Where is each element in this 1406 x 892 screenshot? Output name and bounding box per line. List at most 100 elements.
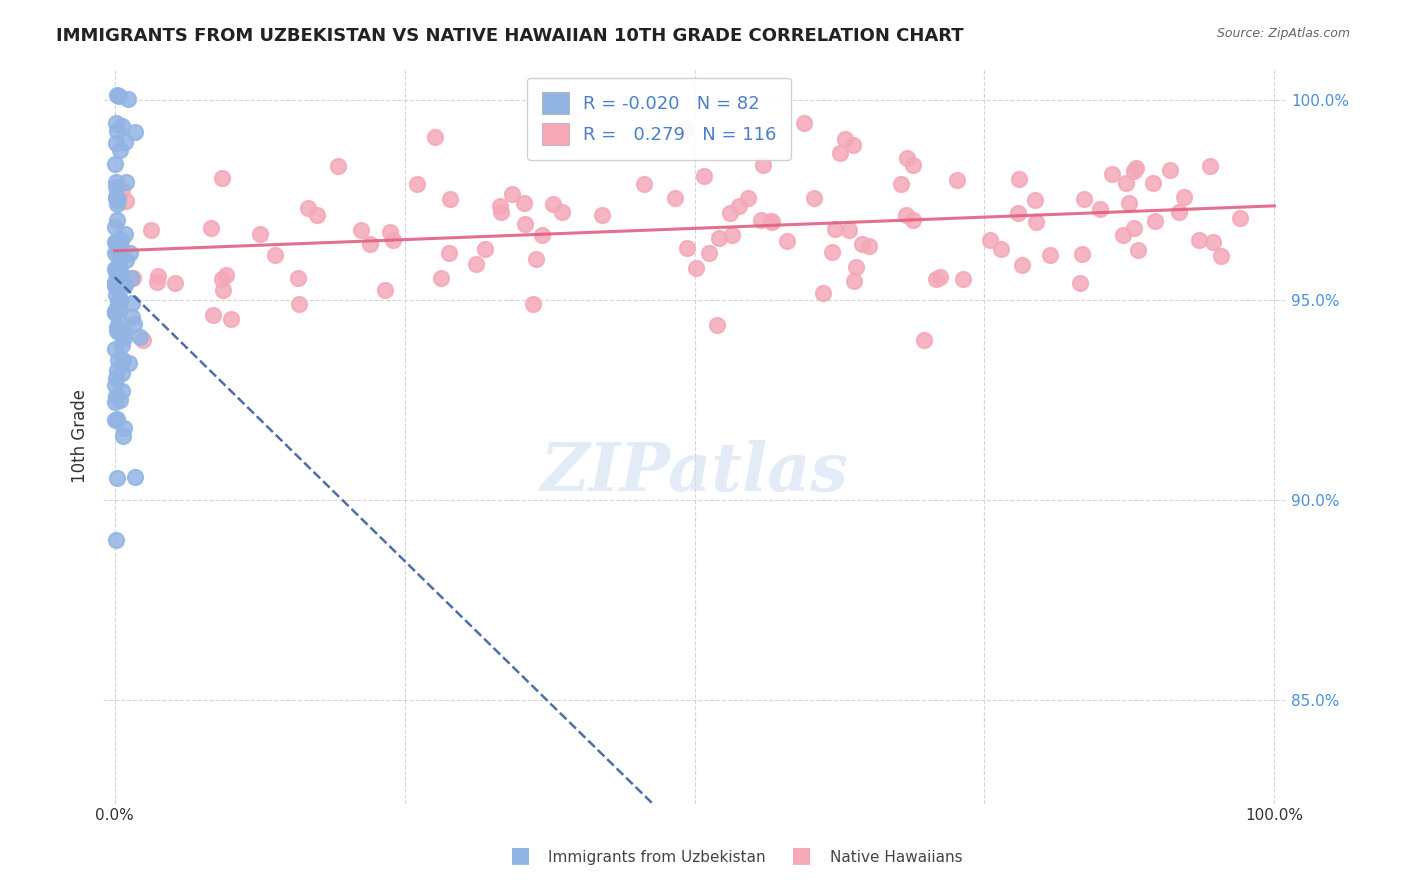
Point — [524, 252, 547, 266]
Point — [1167, 204, 1189, 219]
Point — [1069, 276, 1091, 290]
Text: ■: ■ — [510, 846, 530, 865]
Point — [104, 191, 127, 205]
Point — [761, 215, 783, 229]
Point — [219, 312, 242, 326]
Point — [513, 195, 536, 210]
Point — [374, 283, 396, 297]
Point — [952, 271, 974, 285]
Point — [793, 116, 815, 130]
Point — [759, 213, 782, 227]
Point — [896, 151, 918, 165]
Point — [104, 275, 127, 289]
Legend: R = -0.020   N = 82, R =   0.279   N = 116: R = -0.020 N = 82, R = 0.279 N = 116 — [527, 78, 792, 160]
Text: Native Hawaiians: Native Hawaiians — [830, 850, 962, 865]
Point — [105, 243, 128, 257]
Point — [821, 245, 844, 260]
Point — [200, 220, 222, 235]
Point — [104, 533, 127, 548]
Point — [752, 158, 775, 172]
Point — [105, 191, 128, 205]
Point — [105, 265, 128, 279]
Point — [114, 135, 136, 149]
Point — [105, 197, 128, 211]
Point — [360, 237, 382, 252]
Point — [104, 245, 127, 260]
Point — [1125, 161, 1147, 176]
Point — [1209, 249, 1232, 263]
Point — [112, 331, 135, 345]
Point — [105, 180, 128, 194]
Point — [105, 288, 128, 302]
Point — [117, 92, 139, 106]
Point — [145, 275, 167, 289]
Point — [104, 394, 127, 409]
Point — [108, 255, 131, 269]
Point — [1229, 211, 1251, 225]
Point — [406, 177, 429, 191]
Point — [112, 277, 135, 291]
Point — [693, 169, 716, 183]
Point — [1024, 194, 1046, 208]
Point — [912, 333, 935, 347]
Point — [925, 272, 948, 286]
Point — [1123, 164, 1146, 178]
Point — [104, 278, 127, 293]
Point — [437, 246, 460, 260]
Point — [1071, 247, 1094, 261]
Point — [121, 295, 143, 310]
Point — [1073, 193, 1095, 207]
Point — [673, 122, 696, 136]
Point — [107, 194, 129, 208]
Point — [305, 208, 328, 222]
Point — [107, 320, 129, 334]
Point — [489, 205, 512, 219]
Point — [104, 306, 127, 320]
Point — [264, 248, 287, 262]
Point — [115, 194, 138, 208]
Point — [104, 235, 127, 250]
Point — [824, 222, 846, 236]
Point — [890, 177, 912, 191]
Point — [929, 270, 952, 285]
Point — [706, 318, 728, 333]
Point — [105, 115, 128, 129]
Point — [488, 199, 510, 213]
Point — [664, 191, 686, 205]
Point — [828, 145, 851, 160]
Text: IMMIGRANTS FROM UZBEKISTAN VS NATIVE HAWAIIAN 10TH GRADE CORRELATION CHART: IMMIGRANTS FROM UZBEKISTAN VS NATIVE HAW… — [56, 27, 965, 45]
Text: Source: ZipAtlas.com: Source: ZipAtlas.com — [1216, 27, 1350, 40]
Point — [111, 384, 134, 399]
Point — [697, 245, 720, 260]
Point — [105, 363, 128, 377]
Point — [775, 234, 797, 248]
Point — [104, 261, 127, 276]
Point — [901, 158, 924, 172]
Point — [903, 212, 925, 227]
Point — [1025, 215, 1047, 229]
Point — [105, 213, 128, 227]
Point — [107, 263, 129, 277]
Point — [117, 356, 139, 370]
Point — [211, 170, 233, 185]
Point — [110, 143, 132, 157]
Point — [108, 293, 131, 307]
Point — [105, 263, 128, 277]
Point — [139, 223, 162, 237]
Point — [108, 240, 131, 254]
Point — [551, 204, 574, 219]
Point — [531, 228, 554, 243]
Point — [1143, 214, 1166, 228]
Point — [111, 119, 134, 133]
Point — [1173, 190, 1195, 204]
Point — [350, 223, 373, 237]
Point — [845, 260, 868, 275]
Point — [108, 247, 131, 261]
Point — [894, 208, 917, 222]
Point — [1039, 248, 1062, 262]
Text: ZIPatlas: ZIPatlas — [540, 441, 848, 506]
Point — [211, 271, 233, 285]
Point — [114, 227, 136, 242]
Point — [105, 124, 128, 138]
Point — [108, 237, 131, 252]
